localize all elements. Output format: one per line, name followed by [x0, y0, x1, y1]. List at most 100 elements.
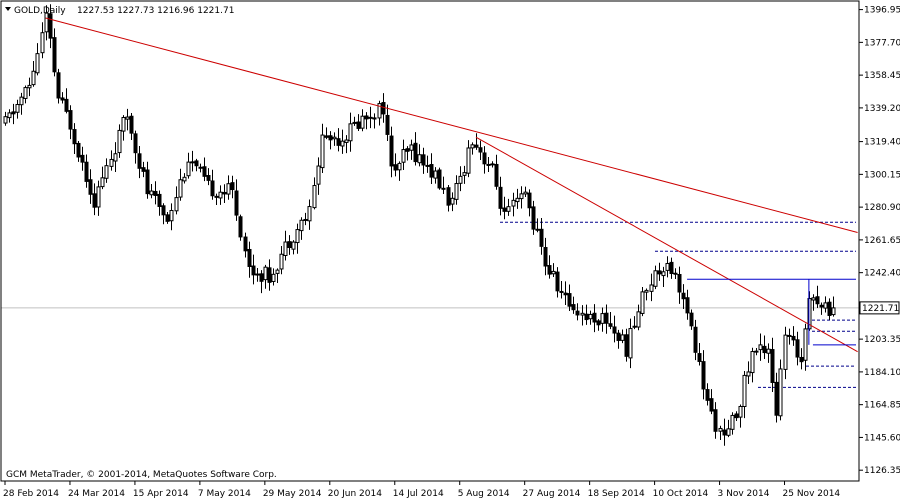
candle	[787, 328, 792, 345]
chevron-down-icon[interactable]	[5, 7, 11, 11]
candle	[263, 264, 268, 289]
trendline[interactable]	[45, 17, 858, 233]
candle	[486, 157, 491, 172]
candle	[88, 169, 93, 204]
candle	[320, 123, 325, 174]
candle	[19, 92, 24, 115]
candle	[307, 199, 312, 230]
candle	[117, 124, 122, 158]
current-price-value: 1221.71	[862, 304, 899, 314]
candle	[364, 112, 369, 130]
channel-lines[interactable]	[687, 278, 856, 346]
y-tick-label: 1242.40	[864, 269, 900, 279]
candle	[657, 262, 662, 281]
candle	[234, 179, 239, 221]
x-tick-label: 14 Jul 2014	[393, 489, 444, 499]
candle	[169, 203, 174, 231]
trendlines[interactable]	[45, 17, 858, 353]
candle	[52, 28, 57, 77]
candle	[409, 139, 414, 160]
x-tick-label: 15 Apr 2014	[133, 489, 189, 499]
candle	[551, 263, 556, 277]
candle	[44, 5, 49, 41]
candle	[56, 68, 61, 104]
candle	[600, 307, 605, 332]
candle	[31, 61, 36, 87]
candle	[563, 281, 568, 305]
x-tick-label: 3 Nov 2014	[718, 489, 770, 499]
candle	[275, 268, 280, 284]
candle	[596, 319, 601, 331]
candle	[697, 342, 702, 366]
candle	[271, 268, 276, 286]
trendline[interactable]	[475, 136, 858, 353]
candle	[145, 161, 150, 199]
candle	[251, 254, 256, 285]
candle	[84, 154, 89, 188]
candle	[194, 158, 199, 172]
candle	[543, 237, 548, 276]
candle	[40, 22, 45, 59]
candle	[677, 266, 682, 304]
candle	[348, 112, 353, 152]
x-tick-label: 28 Feb 2014	[3, 489, 59, 499]
candle	[405, 146, 410, 161]
candle	[795, 331, 800, 366]
candle	[665, 256, 670, 278]
candle	[482, 146, 487, 174]
candle	[198, 163, 203, 173]
candle	[531, 200, 536, 235]
candle	[104, 158, 109, 183]
candle	[279, 246, 284, 275]
x-tick-label: 25 Nov 2014	[783, 489, 841, 499]
candle	[15, 99, 20, 119]
candle	[669, 257, 674, 279]
y-tick-label: 1377.70	[864, 38, 900, 48]
candle	[811, 294, 816, 311]
y-tick-label: 1396.95	[864, 6, 900, 16]
candle	[571, 296, 576, 314]
y-tick-label: 1280.90	[864, 203, 900, 213]
y-tick-label: 1319.40	[864, 138, 900, 148]
candle	[831, 296, 836, 317]
price-axis: 1396.95 1377.70 1358.45 1339.20 1319.40 1300.…	[859, 6, 900, 476]
candle	[429, 153, 434, 184]
candle	[35, 43, 40, 76]
candle	[125, 108, 130, 131]
candle	[72, 123, 77, 154]
candle	[295, 223, 300, 254]
candle	[174, 186, 179, 215]
candle	[109, 150, 114, 171]
candle	[218, 185, 223, 205]
y-tick-label: 1145.60	[864, 433, 900, 443]
candle	[441, 176, 446, 195]
candle	[96, 180, 101, 216]
candle	[137, 145, 142, 179]
horizontal-levels	[500, 221, 856, 388]
candle	[267, 259, 272, 291]
candle	[372, 113, 377, 129]
plot-frame	[0, 0, 860, 482]
candle	[190, 150, 195, 172]
candle	[478, 140, 483, 160]
candle	[539, 217, 544, 255]
candle	[620, 329, 625, 344]
candle	[713, 402, 718, 439]
candle	[80, 146, 85, 171]
candle	[299, 217, 304, 240]
x-tick-label: 27 Aug 2014	[523, 489, 581, 499]
candle	[397, 161, 402, 181]
candle	[490, 161, 495, 168]
candle	[608, 312, 613, 330]
candle	[827, 298, 832, 321]
candle	[738, 404, 743, 428]
candle	[612, 315, 617, 343]
candle	[23, 85, 28, 104]
candle	[555, 267, 560, 298]
candle	[758, 333, 763, 361]
candle	[527, 189, 532, 217]
candle	[718, 425, 723, 441]
candle	[243, 232, 248, 258]
candle	[230, 175, 235, 199]
